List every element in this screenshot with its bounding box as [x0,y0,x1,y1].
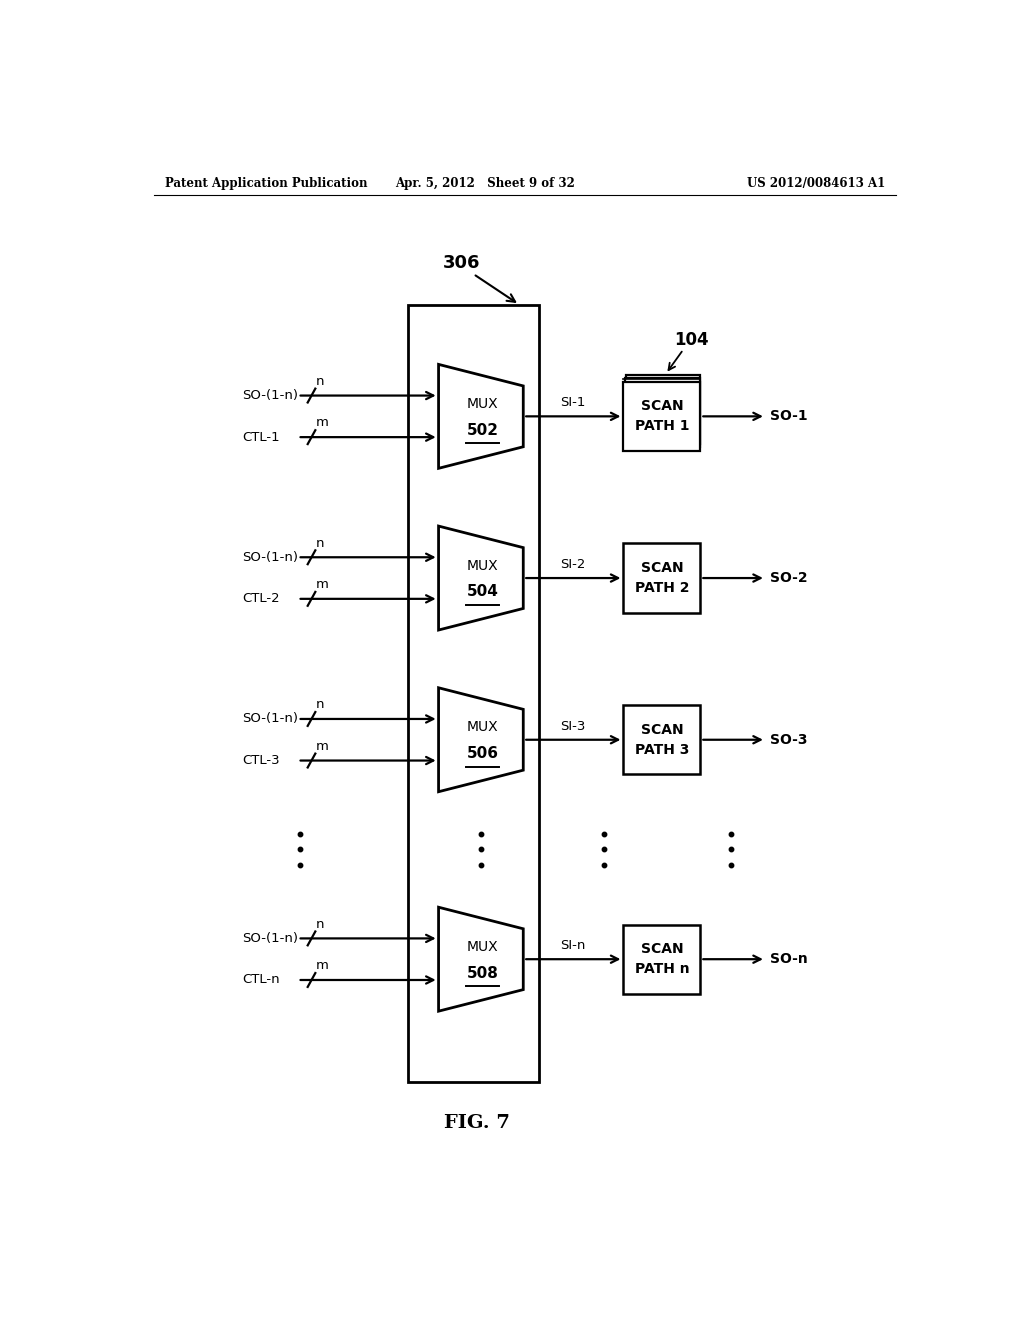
Text: SO-2: SO-2 [770,572,807,585]
Polygon shape [438,364,523,469]
Text: FIG. 7: FIG. 7 [444,1114,510,1133]
Text: CTL-2: CTL-2 [243,593,280,606]
Bar [626,375,700,444]
Text: 104: 104 [674,331,709,350]
Text: n: n [315,375,324,388]
Text: 504: 504 [467,585,499,599]
Text: SCAN: SCAN [641,561,683,576]
Text: PATH 2: PATH 2 [635,581,689,595]
Text: Patent Application Publication: Patent Application Publication [165,177,368,190]
Text: SO-1: SO-1 [770,409,807,424]
Text: SO-(1-n): SO-(1-n) [243,932,298,945]
Text: m: m [315,739,329,752]
Text: SCAN: SCAN [641,942,683,956]
Text: 502: 502 [467,422,499,438]
Text: SO-(1-n): SO-(1-n) [243,550,298,564]
Text: SI-3: SI-3 [560,719,586,733]
Text: 506: 506 [467,746,499,762]
Text: SCAN: SCAN [641,723,683,737]
Text: SCAN: SCAN [641,400,683,413]
Text: Apr. 5, 2012   Sheet 9 of 32: Apr. 5, 2012 Sheet 9 of 32 [395,177,574,190]
Text: 508: 508 [467,965,499,981]
Polygon shape [438,688,523,792]
Text: m: m [315,578,329,591]
Text: MUX: MUX [467,397,499,411]
Text: m: m [315,416,329,429]
Text: n: n [315,698,324,711]
Text: CTL-1: CTL-1 [243,430,280,444]
Bar [624,544,700,612]
Bar [624,924,700,994]
Bar [624,381,700,451]
Text: n: n [315,917,324,931]
Bar [624,705,700,775]
Text: SI-n: SI-n [560,940,586,952]
Text: MUX: MUX [467,558,499,573]
Text: CTL-3: CTL-3 [243,754,280,767]
Text: SO-n: SO-n [770,952,807,966]
Text: m: m [315,960,329,973]
Text: PATH n: PATH n [635,962,689,977]
Text: US 2012/0084613 A1: US 2012/0084613 A1 [746,177,885,190]
Text: n: n [315,536,324,549]
Text: SI-1: SI-1 [560,396,586,409]
Text: MUX: MUX [467,721,499,734]
Text: CTL-n: CTL-n [243,973,280,986]
Polygon shape [438,527,523,630]
Text: SO-(1-n): SO-(1-n) [243,389,298,403]
Bar [625,378,700,447]
Text: SI-2: SI-2 [560,558,586,572]
Text: PATH 1: PATH 1 [635,420,689,433]
Text: 306: 306 [443,253,480,272]
Bar [408,305,539,1082]
Text: MUX: MUX [467,940,499,954]
Polygon shape [438,907,523,1011]
Text: SO-(1-n): SO-(1-n) [243,713,298,726]
Text: SO-3: SO-3 [770,733,807,747]
Text: PATH 3: PATH 3 [635,743,689,756]
